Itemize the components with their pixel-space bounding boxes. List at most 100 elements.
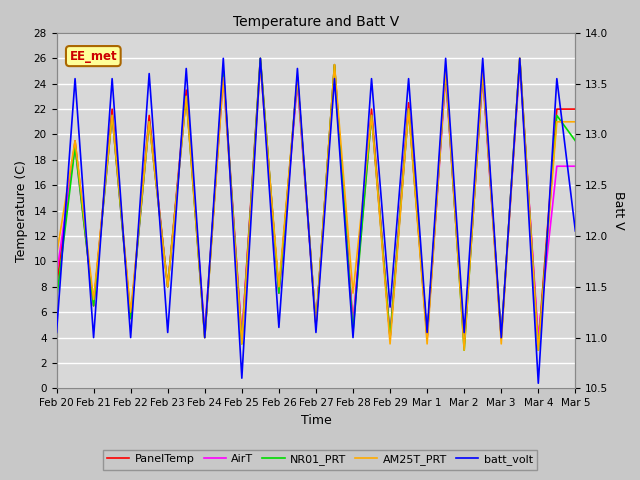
PanelTemp [182,87,190,93]
PanelTemp [52,284,60,289]
batt_volt [368,76,376,82]
AirT [71,144,79,150]
AirT [182,94,190,99]
AM25T_PRT [71,138,79,144]
PanelTemp [294,74,301,80]
PanelTemp [275,290,283,296]
batt_volt [460,330,468,336]
NR01_PRT [257,56,264,61]
batt_volt [238,375,246,381]
NR01_PRT [164,284,172,289]
batt_volt [534,380,542,386]
Y-axis label: Temperature (C): Temperature (C) [15,160,28,262]
AM25T_PRT [164,284,172,289]
PanelTemp [238,335,246,340]
AM25T_PRT [497,341,505,347]
PanelTemp [553,106,561,112]
NR01_PRT [404,106,412,112]
AirT [331,68,339,74]
NR01_PRT [71,144,79,150]
PanelTemp [423,335,431,340]
NR01_PRT [275,290,283,296]
batt_volt [553,76,561,82]
AirT [460,341,468,347]
AirT [442,74,449,80]
AM25T_PRT [275,284,283,289]
AM25T_PRT [182,94,190,99]
NR01_PRT [368,113,376,119]
AM25T_PRT [331,62,339,68]
AM25T_PRT [404,106,412,112]
AirT [108,113,116,119]
PanelTemp [386,335,394,340]
AirT [349,322,357,328]
PanelTemp [90,303,97,309]
batt_volt [516,56,524,61]
AM25T_PRT [257,62,264,68]
AM25T_PRT [312,322,320,328]
AM25T_PRT [201,335,209,340]
PanelTemp [442,68,449,74]
AirT [553,163,561,169]
Y-axis label: Batt V: Batt V [612,192,625,230]
AirT [90,303,97,309]
AM25T_PRT [479,68,486,74]
AM25T_PRT [423,341,431,347]
NR01_PRT [108,113,116,119]
AM25T_PRT [516,56,524,61]
PanelTemp [534,341,542,347]
PanelTemp [257,56,264,61]
AirT [534,335,542,340]
AirT [52,271,60,277]
PanelTemp [164,284,172,289]
batt_volt [312,330,320,336]
Text: EE_met: EE_met [70,49,117,62]
AM25T_PRT [220,74,227,80]
NR01_PRT [553,113,561,119]
AirT [312,322,320,328]
AirT [516,62,524,68]
NR01_PRT [572,138,579,144]
batt_volt [479,56,486,61]
AM25T_PRT [349,290,357,296]
batt_volt [257,56,264,61]
batt_volt [201,335,209,340]
batt_volt [442,56,449,61]
NR01_PRT [460,348,468,353]
AM25T_PRT [572,119,579,125]
AM25T_PRT [534,348,542,353]
AirT [257,62,264,68]
Line: NR01_PRT: NR01_PRT [56,59,575,350]
batt_volt [90,335,97,340]
AM25T_PRT [294,74,301,80]
AM25T_PRT [145,119,153,125]
PanelTemp [368,106,376,112]
AirT [294,81,301,86]
batt_volt [386,304,394,310]
AirT [127,316,134,322]
NR01_PRT [182,94,190,99]
PanelTemp [127,316,134,322]
Line: AirT: AirT [56,65,575,344]
AirT [145,119,153,125]
PanelTemp [145,113,153,119]
AirT [572,163,579,169]
NR01_PRT [534,348,542,353]
batt_volt [127,335,134,340]
AirT [238,335,246,340]
PanelTemp [108,106,116,112]
PanelTemp [71,138,79,144]
X-axis label: Time: Time [301,414,332,427]
batt_volt [182,66,190,72]
PanelTemp [312,322,320,328]
batt_volt [572,228,579,234]
batt_volt [145,71,153,76]
PanelTemp [497,335,505,340]
NR01_PRT [516,56,524,61]
PanelTemp [572,106,579,112]
NR01_PRT [497,335,505,340]
AM25T_PRT [442,68,449,74]
batt_volt [220,56,227,61]
PanelTemp [479,68,486,74]
NR01_PRT [386,335,394,340]
